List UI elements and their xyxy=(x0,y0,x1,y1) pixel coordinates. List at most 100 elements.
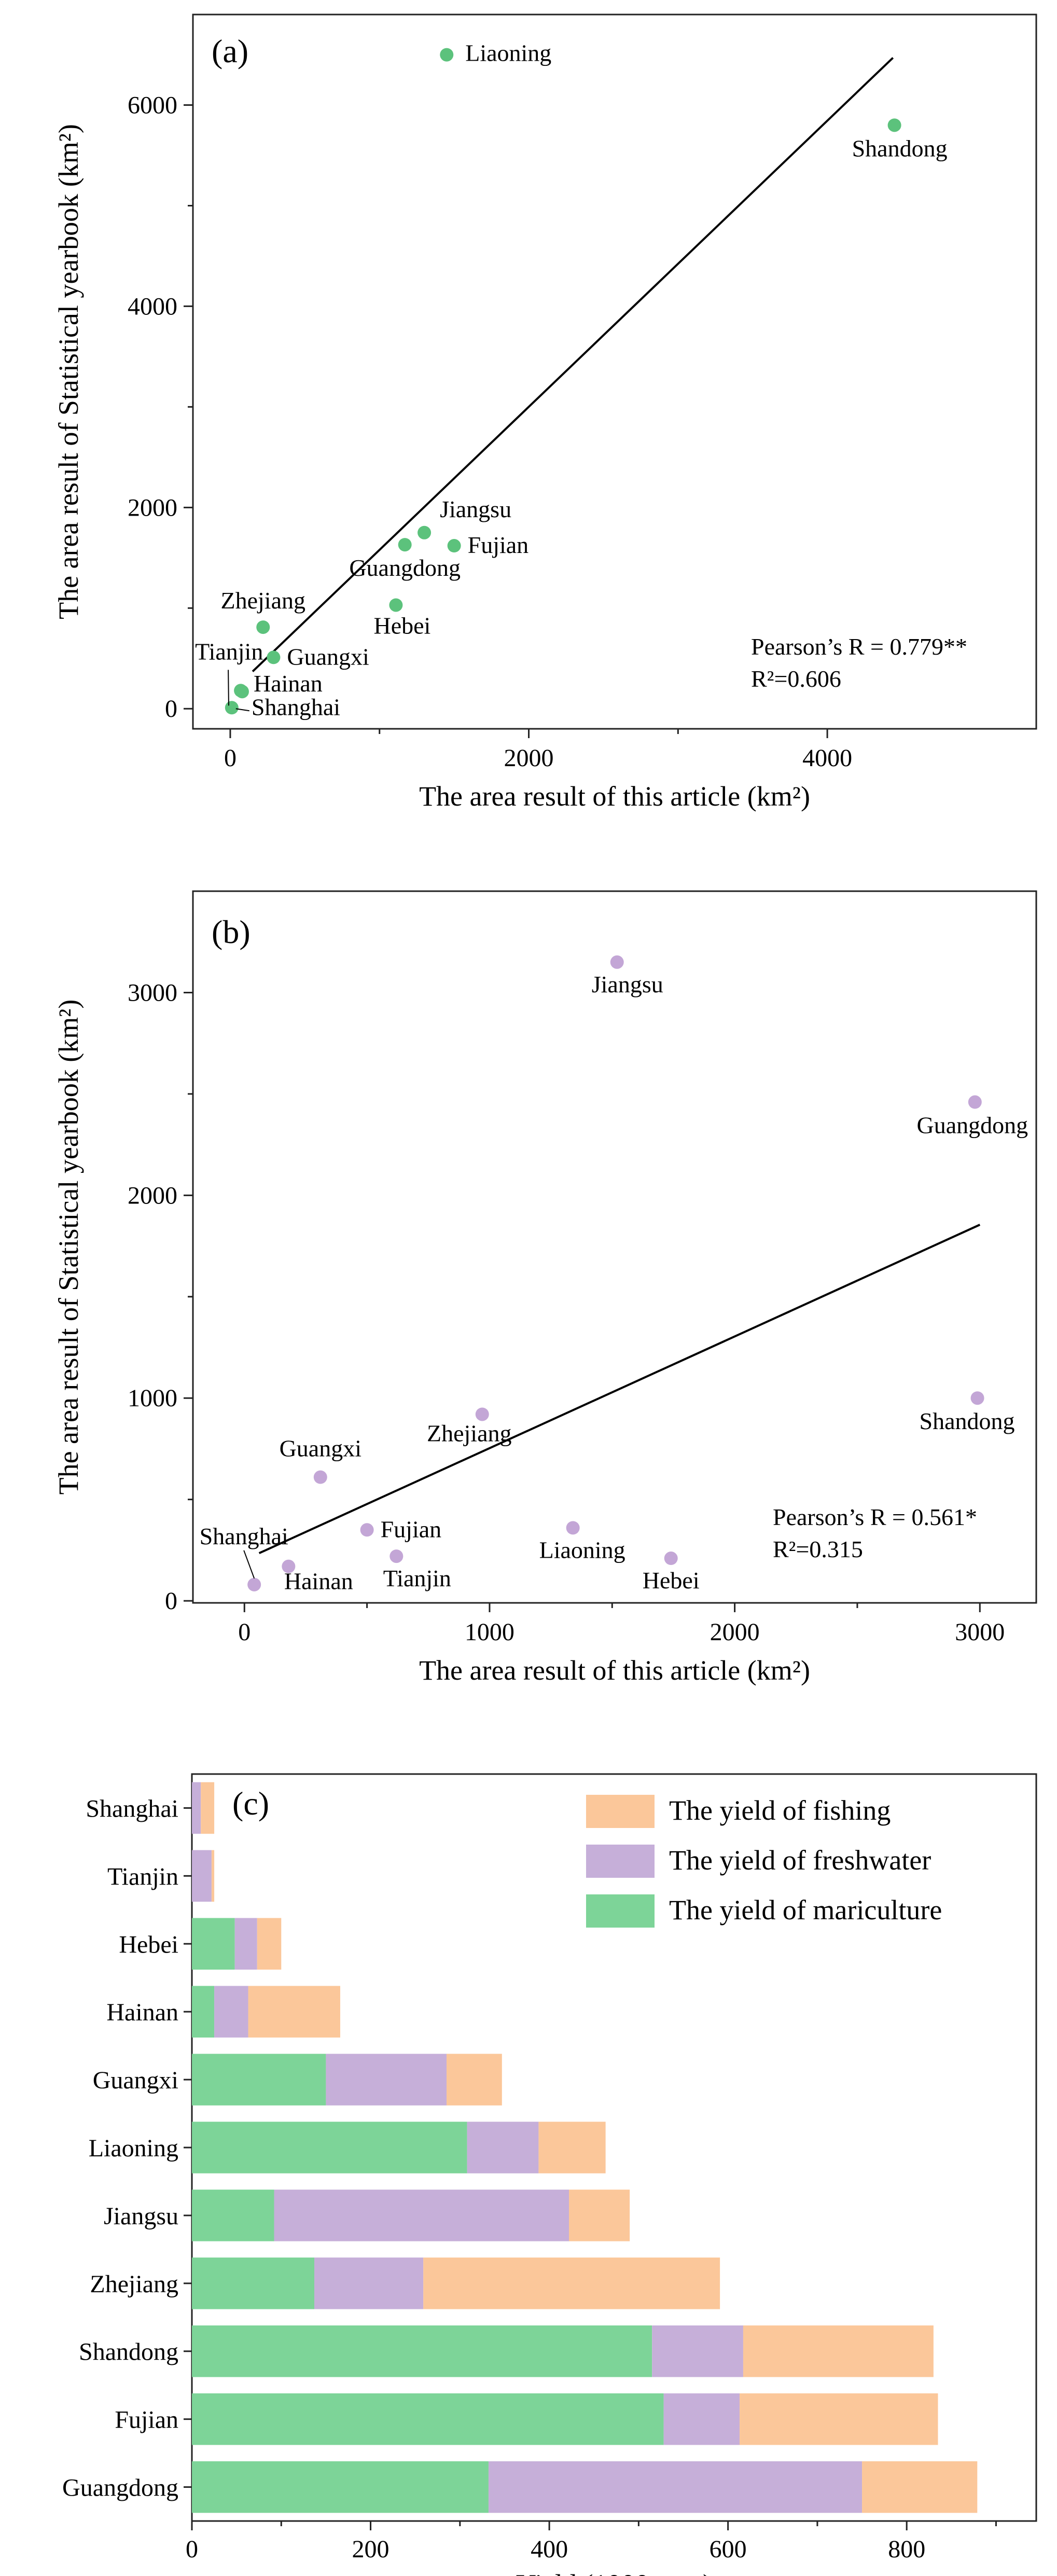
point-label-guangxi: Guangxi xyxy=(280,1435,361,1462)
y-tick-label: 2000 xyxy=(128,1182,177,1209)
data-point-jiangsu xyxy=(418,525,432,539)
x-tick-label: 400 xyxy=(531,2536,568,2563)
legend-swatch xyxy=(586,1894,655,1928)
bar-hebei-freshwater xyxy=(234,1918,257,1970)
legend-label: The yield of mariculture xyxy=(669,1894,942,1926)
bar-fujian-freshwater xyxy=(663,2393,740,2445)
point-label-hebei: Hebei xyxy=(373,612,430,639)
data-point-hebei xyxy=(664,1552,678,1566)
bar-hainan-freshwater xyxy=(214,1986,248,2038)
data-point-liaoning xyxy=(566,1521,580,1535)
bar-liaoning-mariculture xyxy=(192,2122,467,2173)
point-label-shanghai: Shanghai xyxy=(200,1523,288,1549)
point-label-shandong: Shandong xyxy=(852,135,948,161)
data-point-liaoning xyxy=(440,48,454,62)
data-point-hainan xyxy=(235,685,249,699)
category-label-zhejiang: Zhejiang xyxy=(90,2270,178,2298)
y-axis-title: The area result of Statistical yearbook … xyxy=(53,124,84,619)
bar-hebei-mariculture xyxy=(192,1918,235,1970)
bar-zhejiang-fishing xyxy=(423,2258,720,2309)
point-label-guangxi: Guangxi xyxy=(287,643,369,670)
category-label-hainan: Hainan xyxy=(106,1999,178,2026)
x-tick-label: 200 xyxy=(352,2536,390,2563)
leader-line xyxy=(228,670,229,706)
category-label-fujian: Fujian xyxy=(115,2406,178,2434)
x-tick-label: 3000 xyxy=(955,1618,1005,1646)
x-tick-label: 1000 xyxy=(465,1618,514,1646)
bar-hainan-mariculture xyxy=(192,1986,215,2038)
panel-label: (c) xyxy=(232,1785,269,1822)
category-label-guangdong: Guangdong xyxy=(62,2474,178,2502)
point-label-shandong: Shandong xyxy=(920,1408,1015,1434)
scatter-panel-b: 0 1000 2000 3000 0 1000 2000 3000 The area resul… xyxy=(53,890,1037,1686)
bar-fujian-fishing xyxy=(740,2393,938,2445)
x-tick-label: 0 xyxy=(224,744,237,772)
point-label-hainan: Hainan xyxy=(254,670,323,697)
pearson-r-text: Pearson’s R = 0.779** xyxy=(751,633,967,660)
y-tick-label: 4000 xyxy=(128,293,177,320)
data-point-guangxi xyxy=(267,650,281,664)
bar-shandong-freshwater xyxy=(652,2325,743,2377)
data-point-hainan xyxy=(282,1559,296,1573)
bar-guangdong-fishing xyxy=(862,2461,978,2513)
data-point-zhejiang xyxy=(475,1407,489,1421)
data-point-guangdong xyxy=(398,538,412,552)
x-axis-title: Yield (1000 tons) xyxy=(516,2569,712,2576)
point-label-tianjin: Tianjin xyxy=(195,638,263,664)
bar-jiangsu-freshwater xyxy=(274,2190,569,2241)
data-point-fujian xyxy=(447,539,461,553)
bar-guangxi-fishing xyxy=(446,2054,502,2106)
point-label-fujian: Fujian xyxy=(381,1516,442,1542)
data-point-hebei xyxy=(389,598,403,612)
legend-label: The yield of freshwater xyxy=(669,1845,931,1876)
x-tick-label: 0 xyxy=(186,2536,198,2563)
bar-fujian-mariculture xyxy=(192,2393,664,2445)
category-label-liaoning: Liaoning xyxy=(89,2135,178,2162)
leader-line xyxy=(235,708,249,712)
point-label-jiangsu: Jiangsu xyxy=(440,496,511,522)
bar-jiangsu-fishing xyxy=(569,2190,630,2241)
y-tick-label: 0 xyxy=(165,695,177,723)
data-point-tianjin xyxy=(390,1549,404,1563)
point-label-hebei: Hebei xyxy=(643,1567,700,1594)
data-point-shandong xyxy=(970,1391,984,1405)
y-tick-label: 1000 xyxy=(128,1384,177,1412)
x-tick-label: 4000 xyxy=(802,744,852,772)
point-label-jiangsu: Jiangsu xyxy=(592,971,663,998)
bar-shanghai-freshwater xyxy=(192,1782,201,1834)
regression-line xyxy=(252,57,894,672)
bar-tianjin-fishing xyxy=(211,1850,215,1902)
bar-guangdong-freshwater xyxy=(488,2461,863,2513)
data-point-shandong xyxy=(887,118,901,132)
x-tick-label: 0 xyxy=(238,1618,251,1646)
bar-hebei-fishing xyxy=(257,1918,282,1970)
data-point-guangdong xyxy=(968,1095,982,1109)
point-label-zhejiang: Zhejiang xyxy=(221,587,306,614)
bar-hainan-fishing xyxy=(248,1986,340,2038)
plot-frame xyxy=(192,13,1037,730)
bar-shanghai-fishing xyxy=(201,1782,215,1834)
point-label-liaoning: Liaoning xyxy=(465,40,551,66)
regression-line xyxy=(258,1224,981,1555)
panel-label: (b) xyxy=(212,913,251,950)
x-axis-title: The area result of this article (km²) xyxy=(419,781,810,812)
data-point-shanghai xyxy=(247,1577,261,1591)
y-tick-label: 2000 xyxy=(128,494,177,521)
point-label-fujian: Fujian xyxy=(468,532,529,558)
category-label-guangxi: Guangxi xyxy=(93,2067,178,2094)
bar-guangxi-mariculture xyxy=(192,2054,326,2106)
point-label-zhejiang: Zhejiang xyxy=(427,1420,512,1446)
point-label-hainan: Hainan xyxy=(284,1568,353,1595)
panel-label: (a) xyxy=(212,33,248,70)
point-label-tianjin: Tianjin xyxy=(383,1565,451,1591)
point-label-shanghai: Shanghai xyxy=(252,694,340,720)
y-tick-label: 6000 xyxy=(128,92,177,119)
x-tick-label: 2000 xyxy=(504,744,554,772)
data-point-jiangsu xyxy=(610,955,624,969)
category-label-shandong: Shandong xyxy=(79,2338,178,2366)
category-label-jiangsu: Jiangsu xyxy=(104,2203,178,2230)
bar-liaoning-fishing xyxy=(538,2122,606,2173)
bar-zhejiang-mariculture xyxy=(192,2258,315,2309)
legend-swatch xyxy=(586,1845,655,1878)
